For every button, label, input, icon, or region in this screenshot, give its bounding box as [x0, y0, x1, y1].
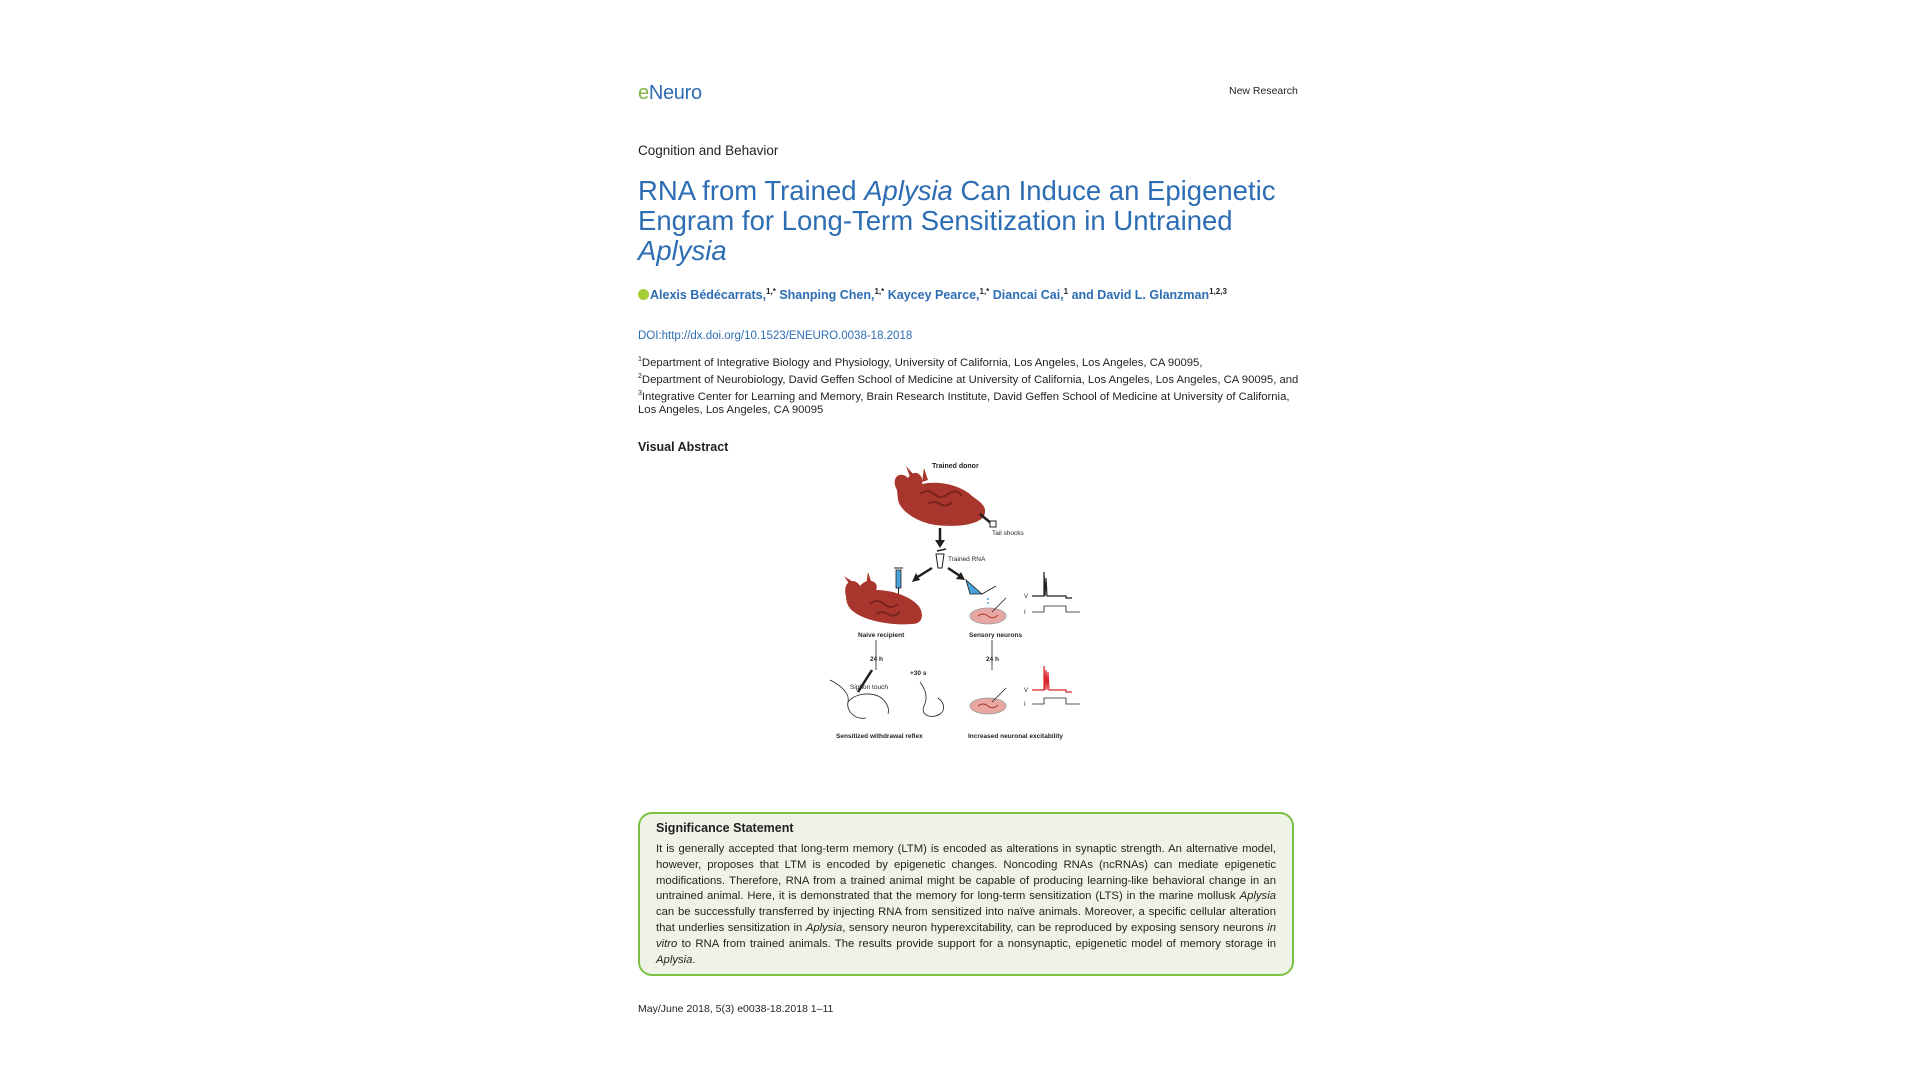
- sensory-neurons-label: Sensory neurons: [969, 632, 1022, 639]
- siphon-touch-label: Siphon touch: [850, 684, 888, 691]
- trained-donor-label: Trained donor: [932, 463, 979, 470]
- arrow-left-icon: [915, 566, 933, 580]
- trained-rna-label: Trained RNA: [948, 556, 986, 563]
- orcid-icon[interactable]: [638, 289, 649, 301]
- svg-text:V: V: [1024, 688, 1028, 694]
- tail-shocks-label: Tail shocks: [992, 530, 1025, 537]
- syringe-icon: [894, 567, 903, 594]
- increased-excitability-label: Increased neuronal excitability: [968, 733, 1063, 740]
- article-title: RNA from Trained Aplysia Can Induce an E…: [638, 175, 1276, 266]
- rna-tube-icon: [935, 548, 947, 569]
- article-category: Cognition and Behavior: [638, 143, 779, 158]
- affiliations: 1Department of Integrative Biology and P…: [638, 356, 1299, 416]
- author-name[interactable]: and David L. Glanzman: [1071, 288, 1210, 303]
- arrow-right-icon: [947, 566, 961, 578]
- author-name[interactable]: Shanping Chen,: [779, 288, 875, 303]
- eneuro-logo[interactable]: eNeuro: [638, 82, 702, 104]
- author-name[interactable]: Alexis Bédécarrats,: [650, 288, 767, 303]
- naive-recipient-aplysia-icon: [844, 572, 922, 625]
- plus30s-label: +30 s: [910, 670, 927, 677]
- baseline-trace: [1032, 571, 1080, 613]
- trained-donor-aplysia-icon: [894, 466, 997, 528]
- visual-abstract-figure: Trained donor Tail shocks Trained RNA Na…: [829, 463, 1080, 740]
- siphon-drawing-icon: [829, 669, 944, 719]
- significance-statement-box: Significance Statement It is generally a…: [638, 812, 1294, 976]
- petri-dish-icon: [969, 687, 1007, 715]
- pipette-icon: [965, 578, 997, 606]
- author-name[interactable]: Kaycey Pearce,: [887, 288, 980, 303]
- naive-recipient-label: Naive recipient: [858, 632, 905, 639]
- svg-text:I: I: [1024, 702, 1026, 708]
- significance-heading: Significance Statement: [656, 821, 794, 835]
- author-list: Alexis Bédécarrats,1,* Shanping Chen,1,*…: [638, 287, 1338, 302]
- citation-footer: May/June 2018, 5(3) e0038-18.2018 1–11: [638, 1003, 834, 1015]
- svg-text:V: V: [1024, 594, 1028, 600]
- article-type: New Research: [1229, 85, 1298, 97]
- visual-abstract-heading: Visual Abstract: [638, 440, 729, 454]
- svg-text:24 h: 24 h: [986, 656, 999, 663]
- excitability-trace: [1032, 665, 1080, 705]
- author-name[interactable]: Diancai Cai,: [992, 288, 1064, 303]
- doi-link[interactable]: DOI:http://dx.doi.org/10.1523/ENEURO.003…: [638, 330, 913, 342]
- svg-text:I: I: [1024, 610, 1026, 616]
- sensitized-reflex-label: Sensitized withdrawal reflex: [836, 733, 923, 740]
- petri-dish-icon: [969, 597, 1007, 625]
- significance-text: It is generally accepted that long-term …: [656, 843, 1276, 966]
- svg-text:24 h: 24 h: [870, 656, 883, 663]
